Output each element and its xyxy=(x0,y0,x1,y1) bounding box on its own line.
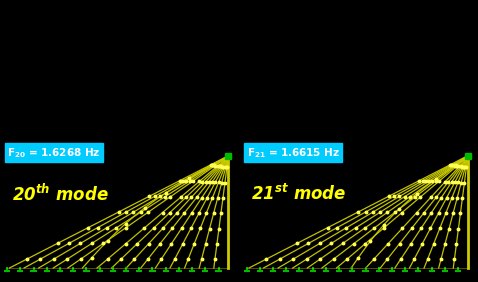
Text: F$_{\mathregular{21}}$ = 1.6615 Hz: F$_{\mathregular{21}}$ = 1.6615 Hz xyxy=(247,146,339,160)
Text: 21$^{\mathregular{st}}$ mode: 21$^{\mathregular{st}}$ mode xyxy=(251,184,347,204)
Text: 20$^{\mathregular{th}}$ mode: 20$^{\mathregular{th}}$ mode xyxy=(12,184,109,205)
Text: F$_{\mathregular{20}}$ = 1.6268 Hz: F$_{\mathregular{20}}$ = 1.6268 Hz xyxy=(7,146,100,160)
